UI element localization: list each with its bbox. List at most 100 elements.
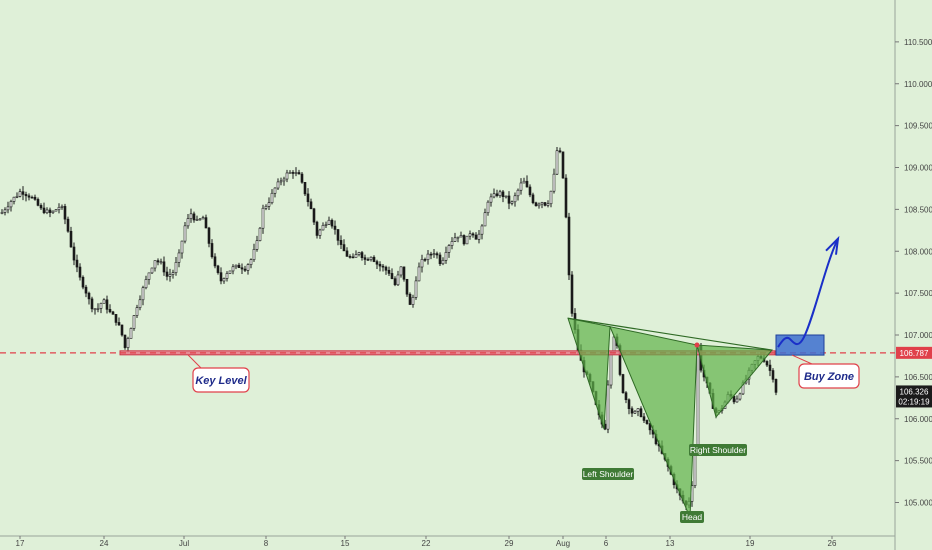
candle: [267, 197, 271, 210]
candle: [39, 203, 43, 211]
left-shoulder-label: Left Shoulder: [583, 469, 634, 479]
projection-arrow-head: [825, 235, 840, 255]
candle: [27, 193, 31, 201]
time-tick-label: 15: [341, 539, 350, 548]
candle: [135, 304, 139, 318]
candle: [399, 266, 403, 278]
candle: [351, 253, 355, 259]
candle: [108, 304, 112, 314]
candle: [408, 292, 412, 305]
candle: [12, 196, 16, 205]
candle: [153, 260, 157, 272]
candle: [216, 264, 220, 275]
candle: [321, 222, 325, 231]
candle: [30, 195, 34, 199]
time-tick-label: 13: [666, 539, 675, 548]
candle: [33, 194, 37, 201]
candle: [210, 239, 214, 259]
head-label: Head: [682, 512, 703, 522]
key-level-price-tag: [896, 346, 932, 359]
candle: [240, 263, 244, 275]
candle: [102, 298, 106, 304]
candle: [393, 276, 397, 287]
candle: [312, 207, 316, 225]
candle: [3, 207, 7, 216]
candle: [150, 267, 154, 274]
candle: [432, 248, 436, 258]
candle: [48, 207, 52, 218]
candle: [480, 224, 484, 240]
candle: [561, 151, 565, 179]
candle: [81, 275, 85, 290]
candle: [51, 210, 55, 214]
candle: [168, 268, 172, 282]
time-tick-label: 19: [746, 539, 755, 548]
price-tick-label: 105.000: [904, 499, 932, 508]
candle: [15, 192, 19, 199]
candle: [768, 359, 772, 377]
candle: [249, 258, 253, 269]
candle: [114, 314, 118, 326]
time-tick-label: 22: [422, 539, 431, 548]
candle: [69, 226, 73, 248]
time-axis-ticks: 17 24 Jul 8 15 22 29 Aug 6 13 19 26: [16, 536, 837, 548]
neckline: [567, 317, 773, 351]
candle: [696, 344, 700, 456]
price-axis-ticks: 105.000 105.500 106.000 106.500 107.000 107.5…: [895, 38, 932, 508]
candle: [387, 266, 391, 276]
candle: [141, 285, 145, 306]
plot-background: [0, 0, 895, 550]
candle: [471, 232, 475, 238]
price-tick-label: 110.000: [904, 80, 932, 89]
candle: [513, 192, 517, 207]
candle: [504, 195, 508, 199]
candle: [204, 214, 208, 229]
candle: [462, 234, 466, 246]
candle: [180, 240, 184, 259]
candle: [774, 378, 778, 396]
right-shoulder-label: Right Shoulder: [690, 445, 746, 455]
buy-zone-callout-box: [798, 363, 860, 389]
candle: [291, 170, 295, 179]
candle: [54, 209, 58, 212]
candle: [501, 190, 505, 203]
head-tag: [680, 511, 704, 523]
key-level-callout-line: [187, 354, 202, 369]
price-tick-label: 105.500: [904, 457, 932, 466]
candle: [339, 235, 343, 249]
candle: [42, 202, 46, 215]
key-level-price-label: 106.787: [900, 349, 929, 358]
candle: [324, 221, 328, 229]
candle: [423, 257, 427, 262]
candle: [630, 406, 634, 418]
candle: [636, 408, 640, 417]
candle: [279, 177, 283, 186]
candle: [207, 226, 211, 248]
time-tick-label: Jul: [179, 539, 189, 548]
candle: [183, 222, 187, 244]
candle: [228, 270, 232, 274]
projection-arrow-path: [777, 238, 839, 348]
candle: [549, 190, 553, 208]
candle: [282, 176, 286, 186]
candle: [57, 203, 61, 214]
candle: [606, 380, 610, 434]
candle: [186, 213, 190, 229]
candle: [330, 218, 334, 229]
candle: [453, 232, 457, 242]
candle: [570, 271, 574, 317]
candle: [390, 268, 394, 280]
candle: [417, 262, 421, 282]
candle: [372, 255, 376, 263]
candle: [378, 261, 382, 272]
candle: [447, 244, 451, 258]
candle: [270, 189, 274, 205]
candle: [357, 251, 361, 257]
candle: [333, 220, 337, 235]
candlesticks: [0, 147, 778, 510]
price-tick-label: 109.000: [904, 164, 932, 173]
key-level-label: Key Level: [195, 375, 247, 387]
candle: [90, 296, 94, 313]
candle: [456, 236, 460, 243]
